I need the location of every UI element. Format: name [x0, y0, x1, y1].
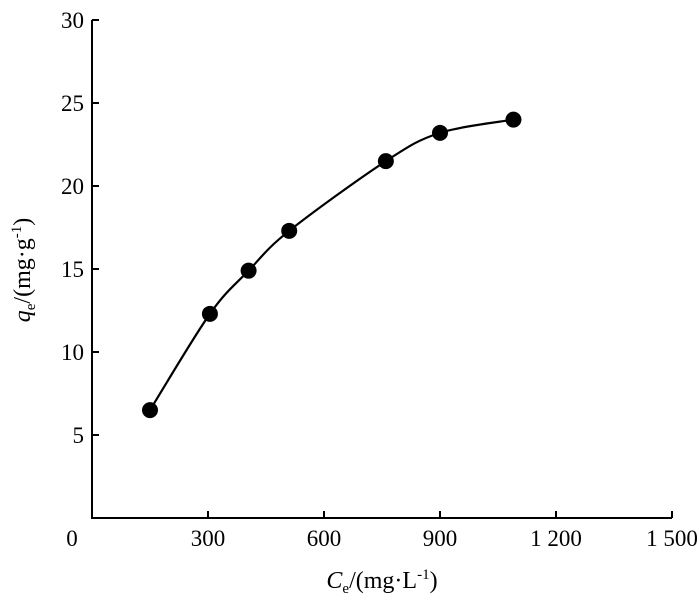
series-line — [149, 118, 514, 411]
data-point — [142, 402, 158, 419]
axes — [91, 20, 672, 519]
x-tick-label: 900 — [423, 526, 458, 551]
x-tick-label: 300 — [191, 526, 226, 551]
data-series — [142, 111, 522, 419]
y-axis-ticks: 5 10 15 20 25 30 — [61, 8, 99, 448]
x-tick-label: 600 — [307, 526, 342, 551]
x-axis-unit-end: ) — [430, 568, 438, 594]
y-axis-unit: /(mg·g — [10, 238, 36, 303]
x-axis-ticks: 0 300 600 900 1 200 1 500 — [66, 511, 698, 551]
y-tick-label: 20 — [61, 174, 84, 199]
data-point — [377, 153, 394, 170]
y-axis-var: q — [10, 310, 36, 322]
data-point — [240, 262, 257, 279]
y-axis-sub: e — [23, 303, 39, 310]
axis-frame — [91, 20, 672, 519]
y-tick-label: 10 — [61, 340, 84, 365]
x-axis-unit: /(mg·L — [349, 568, 417, 594]
x-axis-sub: e — [342, 581, 349, 597]
y-axis-unit-sup: -1 — [9, 226, 25, 239]
y-tick-label: 30 — [61, 8, 84, 33]
x-tick-label: 0 — [66, 526, 78, 551]
y-tick-label: 5 — [73, 423, 85, 448]
x-axis-title: Ce/(mg·L-1) — [326, 567, 437, 597]
x-axis-unit-sup: -1 — [417, 567, 430, 583]
x-tick-label: 1 200 — [530, 526, 582, 551]
data-point — [201, 305, 218, 322]
y-axis-unit-end: ) — [10, 218, 36, 226]
x-tick-label: 1 500 — [646, 526, 698, 551]
data-point — [281, 222, 298, 239]
y-tick-label: 15 — [61, 257, 84, 282]
y-tick-label: 25 — [61, 91, 84, 116]
data-point — [432, 124, 448, 141]
x-axis-var: C — [326, 568, 343, 594]
data-point — [505, 111, 522, 128]
y-axis-title: qe/(mg·g-1) — [9, 218, 39, 323]
